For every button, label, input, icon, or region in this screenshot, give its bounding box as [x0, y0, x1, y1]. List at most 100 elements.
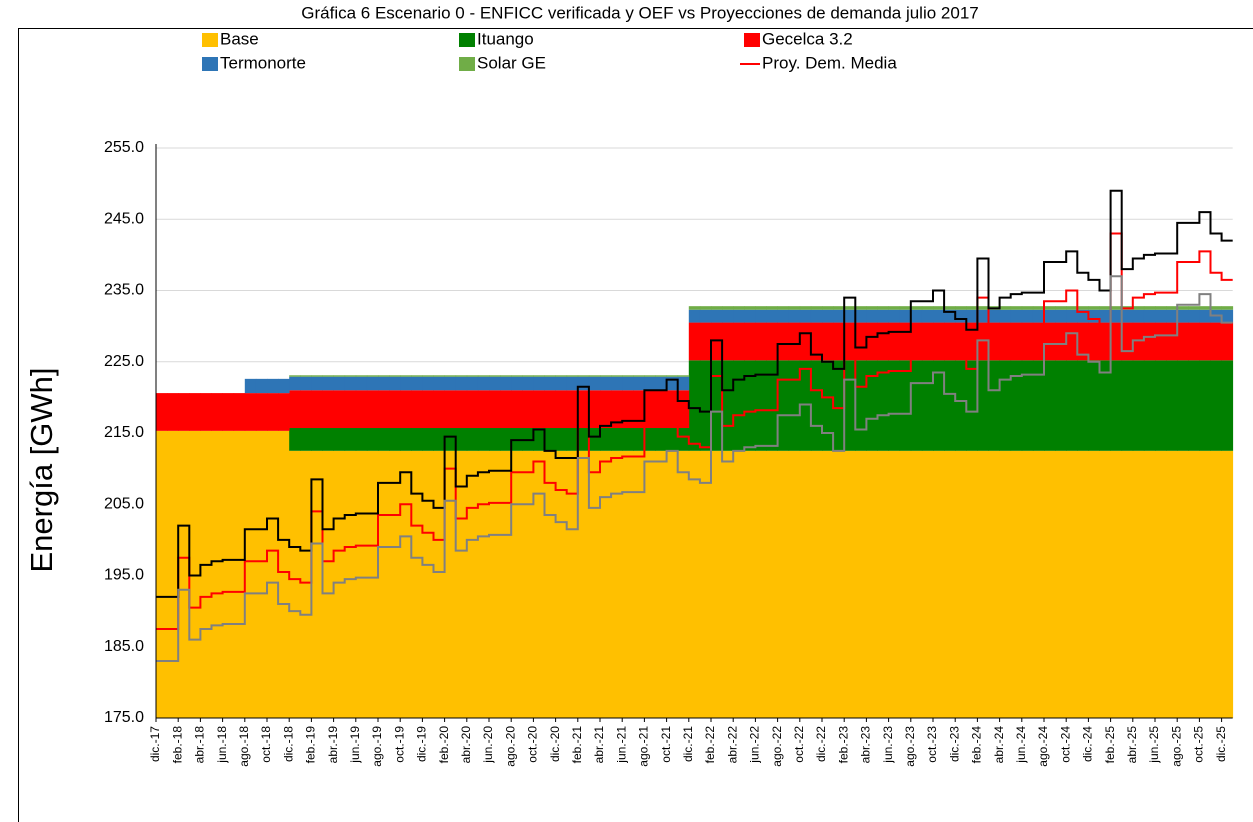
y-tick-label: 245.0 [104, 210, 144, 227]
area-segment [544, 390, 556, 429]
area-segment [1143, 322, 1156, 361]
area-segment [899, 306, 912, 310]
y-tick-label: 225.0 [104, 353, 144, 370]
area-segment [489, 390, 501, 429]
area-segment [899, 309, 912, 323]
area-segment [489, 450, 501, 718]
area-segment [1021, 306, 1034, 310]
area-segment [888, 450, 901, 718]
area-segment [1132, 309, 1145, 323]
area-segment [366, 428, 379, 451]
area-segment [844, 309, 856, 323]
x-tick-label: dic.-18 [281, 726, 295, 762]
area-segment [655, 428, 667, 451]
area-segment [688, 306, 701, 310]
area-segment [633, 428, 645, 451]
area-segment [1088, 450, 1100, 718]
x-tick-label: ago.-25 [1169, 726, 1183, 767]
area-segment [1032, 309, 1045, 323]
area-segment [1166, 360, 1178, 451]
area-segment [611, 375, 623, 377]
area-segment [333, 450, 346, 718]
area-segment [333, 428, 346, 451]
area-segment [944, 360, 956, 451]
area-segment [522, 450, 534, 718]
area-segment [378, 428, 390, 451]
area-segment [622, 390, 634, 429]
area-segment [833, 322, 845, 361]
area-segment [1143, 450, 1156, 718]
area-segment [455, 376, 468, 391]
area-segment [222, 393, 235, 431]
area-segment [1221, 309, 1234, 323]
area-segment [500, 375, 512, 377]
area-segment [577, 390, 590, 429]
area-segment [1110, 306, 1123, 310]
area-segment [766, 306, 778, 310]
area-segment [844, 306, 856, 310]
area-segment [921, 450, 934, 718]
area-segment [267, 393, 279, 431]
area-segment [622, 376, 634, 391]
area-segment [877, 322, 889, 361]
legend-label: Solar GE [477, 53, 546, 72]
area-segment [888, 322, 901, 361]
area-segment [899, 322, 912, 361]
area-segment [1221, 322, 1234, 361]
area-segment [422, 428, 434, 451]
area-segment [788, 306, 801, 310]
area-segment [244, 393, 257, 431]
area-segment [944, 306, 956, 310]
area-segment [1099, 322, 1111, 361]
area-segment [666, 376, 679, 391]
area-segment [633, 450, 645, 718]
area-segment [633, 375, 645, 377]
area-segment [988, 450, 1000, 718]
x-tick-label: jun.-19 [348, 726, 362, 764]
legend-label: Ituango [477, 29, 534, 48]
area-segment [666, 428, 679, 451]
area-segment [633, 376, 645, 391]
area-segment [688, 322, 701, 361]
area-segment [366, 390, 379, 429]
area-segment [577, 450, 590, 718]
x-tick-label: feb.-19 [304, 726, 318, 764]
y-tick-label: 215.0 [104, 424, 144, 441]
area-segment [711, 322, 723, 361]
area-segment [344, 375, 357, 377]
area-segment [433, 376, 445, 391]
area-segment [788, 322, 801, 361]
area-segment [744, 360, 756, 451]
area-segment [300, 428, 312, 451]
area-segment [433, 375, 445, 377]
area-segment [810, 322, 823, 361]
area-segment [910, 450, 923, 718]
area-segment [855, 360, 867, 451]
area-segment [1221, 360, 1234, 451]
area-segment [766, 322, 778, 361]
area-segment [910, 360, 923, 451]
area-segment [233, 393, 246, 431]
area-segment [822, 309, 834, 323]
area-segment [1032, 306, 1045, 310]
area-segment [289, 375, 301, 377]
area-segment [322, 376, 334, 391]
x-tick-label: abr.-25 [1125, 726, 1139, 764]
area-segment [311, 390, 323, 429]
legend-label: Termonorte [220, 53, 306, 72]
area-segment [533, 375, 545, 377]
legend-label: Base [220, 29, 259, 48]
area-segment [378, 376, 390, 391]
area-segment [1143, 360, 1156, 451]
area-segment [733, 360, 745, 451]
area-segment [722, 450, 734, 718]
x-tick-label: abr.-24 [992, 726, 1006, 764]
area-segment [1221, 450, 1234, 718]
x-tick-label: ago.-22 [770, 726, 784, 767]
area-segment [1177, 306, 1189, 310]
area-segment [500, 390, 512, 429]
area-segment [1110, 322, 1123, 361]
area-segment [588, 390, 601, 429]
area-segment [300, 376, 312, 391]
area-segment [489, 375, 501, 377]
